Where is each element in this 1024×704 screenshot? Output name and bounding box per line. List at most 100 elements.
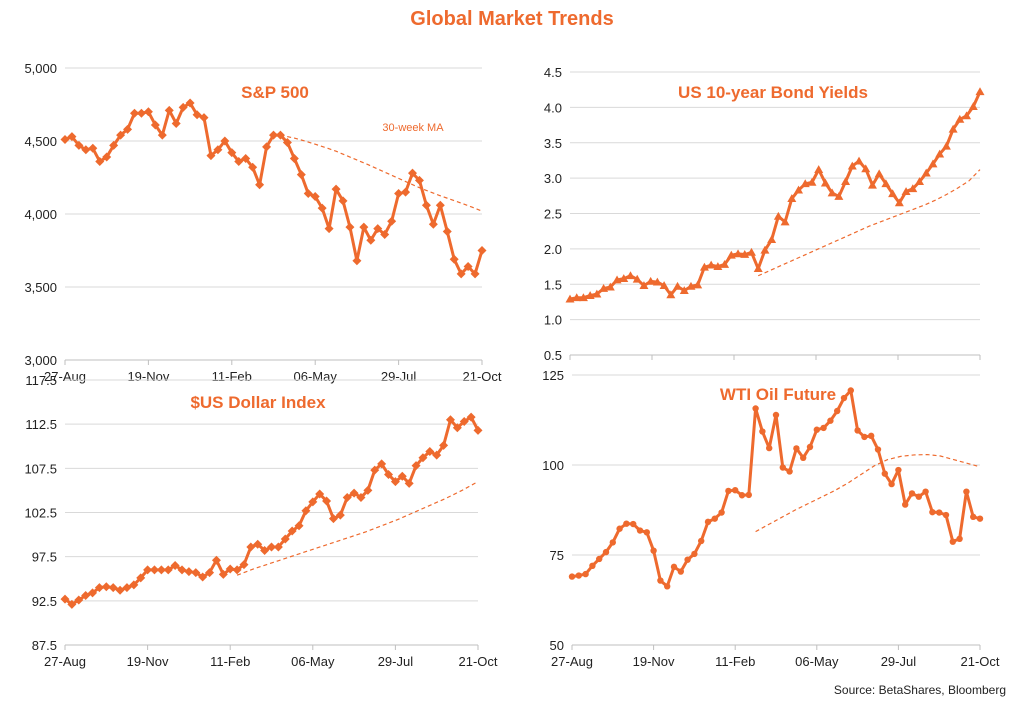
data-point <box>632 274 642 283</box>
data-point <box>572 293 582 302</box>
y-tick-label: 92.5 <box>32 594 57 609</box>
data-point <box>841 177 851 186</box>
data-point <box>949 538 956 545</box>
data-point <box>726 250 736 259</box>
data-point <box>908 490 916 497</box>
x-tick-label: 29-Jul <box>378 654 414 669</box>
data-point <box>814 165 824 174</box>
data-point <box>623 520 630 527</box>
x-tick-label: 29-Jul <box>381 369 417 384</box>
data-point <box>794 185 804 194</box>
data-point <box>578 293 588 302</box>
panel-title: S&P 500 <box>241 83 309 102</box>
data-point <box>452 423 462 433</box>
data-point <box>915 177 925 186</box>
data-point <box>102 152 112 162</box>
data-point <box>766 444 773 452</box>
y-tick-label: 100 <box>542 458 564 473</box>
x-tick-label: 11-Feb <box>210 654 250 669</box>
data-point <box>888 480 895 488</box>
series-line-usd <box>64 415 480 606</box>
x-tick-label: 21-Oct <box>960 654 999 669</box>
x-tick-label: 06-May <box>795 654 839 669</box>
data-point <box>191 568 201 578</box>
data-point <box>352 256 362 266</box>
data-point <box>806 443 814 451</box>
data-point <box>834 407 841 415</box>
data-point <box>929 508 936 516</box>
data-point <box>387 216 397 226</box>
y-tick-label: 107.5 <box>24 461 57 476</box>
data-point <box>686 281 696 290</box>
data-point <box>894 198 904 207</box>
data-point <box>602 548 610 556</box>
data-point <box>338 196 348 206</box>
data-point <box>157 130 167 140</box>
data-point <box>239 560 249 570</box>
data-point <box>813 426 820 433</box>
data-point <box>198 572 208 582</box>
data-point <box>733 249 743 258</box>
data-point <box>740 250 750 258</box>
data-point <box>421 200 431 210</box>
data-point <box>599 283 609 292</box>
data-point <box>786 468 793 475</box>
data-point <box>625 271 635 280</box>
data-point <box>356 492 366 502</box>
data-point <box>673 281 683 290</box>
data-point <box>225 564 235 574</box>
data-point <box>787 194 797 203</box>
data-point <box>445 415 455 425</box>
data-point <box>820 424 827 432</box>
data-point <box>296 170 306 180</box>
data-point <box>101 582 111 592</box>
data-point <box>301 506 311 516</box>
data-point <box>630 520 637 528</box>
data-point <box>619 274 629 282</box>
data-point <box>206 151 216 161</box>
data-point <box>847 387 854 394</box>
data-point <box>834 192 844 200</box>
data-point <box>88 143 98 153</box>
data-point <box>670 563 678 571</box>
data-point <box>232 565 242 575</box>
data-point <box>827 188 837 197</box>
data-point <box>596 555 603 563</box>
data-point <box>253 539 263 549</box>
data-point <box>269 130 278 140</box>
data-point <box>935 149 945 158</box>
data-point <box>241 154 251 164</box>
data-point <box>414 175 424 185</box>
data-point <box>888 189 898 198</box>
x-tick-label: 06-May <box>291 654 335 669</box>
data-point <box>227 148 237 158</box>
data-point <box>679 286 689 294</box>
data-point <box>874 169 884 178</box>
y-tick-label: 3,000 <box>24 353 57 368</box>
data-point <box>425 447 435 457</box>
data-point <box>289 154 299 164</box>
data-point <box>262 142 272 152</box>
y-tick-label: 2.0 <box>544 242 562 257</box>
data-point <box>60 594 70 604</box>
data-point <box>963 488 970 495</box>
data-point <box>677 568 684 575</box>
data-point <box>902 501 909 508</box>
data-point <box>108 583 118 593</box>
x-tick-label: 29-Jul <box>881 654 917 669</box>
data-point <box>94 583 104 593</box>
data-point <box>780 217 790 226</box>
data-point <box>377 459 387 469</box>
series-line-30-week-ma <box>755 453 981 533</box>
data-point <box>664 583 671 590</box>
y-tick-label: 87.5 <box>32 638 57 653</box>
data-point <box>592 289 602 298</box>
data-point <box>955 114 965 123</box>
data-point <box>366 235 376 245</box>
data-point <box>449 254 459 264</box>
data-point <box>752 405 759 412</box>
data-point <box>568 573 576 580</box>
data-point <box>418 453 428 463</box>
data-point <box>328 514 338 524</box>
